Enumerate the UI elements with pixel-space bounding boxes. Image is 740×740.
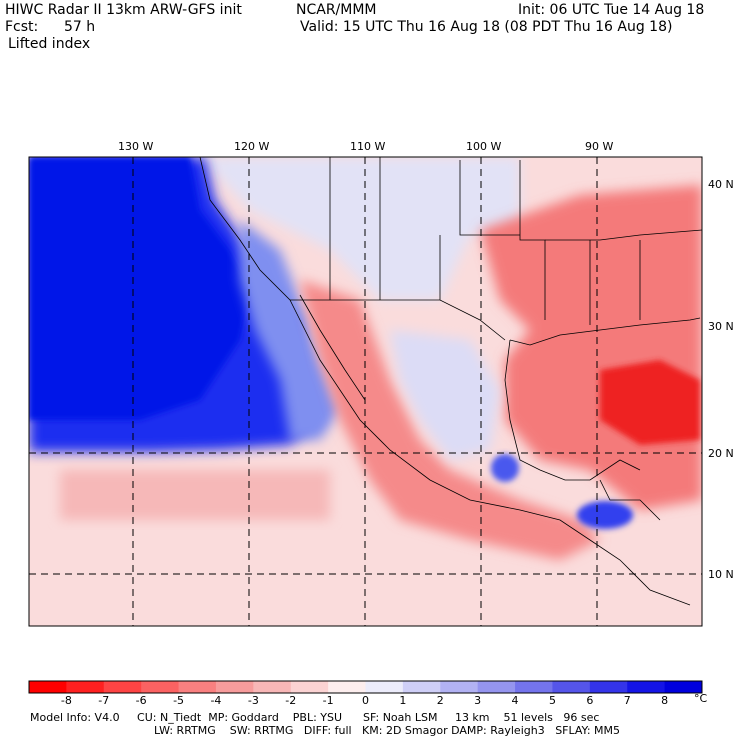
us-mexico-border bbox=[290, 299, 506, 341]
forecast-hour: 57 h bbox=[64, 19, 96, 35]
colorbar-tick-label: 6 bbox=[586, 694, 594, 707]
mexico-plateau-area bbox=[390, 330, 500, 460]
colorbar-swatch bbox=[589, 681, 628, 693]
colorbar-tick-label: -1 bbox=[322, 694, 334, 707]
colorbar bbox=[28, 680, 703, 694]
colorbar-swatch bbox=[29, 681, 67, 693]
axis-labels: 130 W 120 W 110 W 100 W 90 W 40 N 30 N 2… bbox=[118, 140, 734, 581]
state-line-f bbox=[545, 229, 703, 241]
colorbar-tick-label: 8 bbox=[661, 694, 669, 707]
pacific-core-stable-area bbox=[29, 157, 250, 420]
colorbar-swatch bbox=[141, 681, 180, 693]
baja-california-coast bbox=[299, 294, 366, 401]
lat-label-10n: 10 N bbox=[708, 568, 734, 581]
colorbar-swatch bbox=[290, 681, 329, 693]
colorbar-tick-label: 0 bbox=[362, 694, 369, 707]
state-line-e bbox=[519, 160, 546, 320]
colorbar-swatch bbox=[477, 681, 516, 693]
colorbar-swatch bbox=[215, 681, 254, 693]
mexico-pacific-unstable-area bbox=[300, 280, 600, 560]
colorbar-swatch bbox=[365, 681, 404, 693]
model-title: HIWC Radar II 13km ARW-GFS init bbox=[5, 2, 242, 18]
political-boundaries bbox=[199, 156, 703, 606]
colorbar-tick-label: 1 bbox=[399, 694, 407, 707]
stable-spot-veracruz bbox=[491, 454, 519, 482]
colorbar-tick-label: -4 bbox=[210, 694, 222, 707]
lon-label-130w: 130 W bbox=[118, 140, 153, 153]
lat-label-20n: 20 N bbox=[708, 447, 734, 460]
footer-model-info: Model Info: V4.0 CU: N_Tiedt MP: Goddard… bbox=[30, 711, 600, 724]
colorbar-swatch bbox=[515, 681, 553, 693]
colorbar-tick-label: -8 bbox=[60, 694, 72, 707]
colorbar-tick-label: -2 bbox=[285, 694, 297, 707]
colorbar-tick-label: 7 bbox=[623, 694, 631, 707]
gulf-west-coast bbox=[504, 339, 641, 481]
colorbar-swatch bbox=[103, 681, 142, 693]
lon-label-110w: 110 W bbox=[350, 140, 385, 153]
colorbar-swatch bbox=[66, 681, 105, 693]
init-time: Init: 06 UTC Tue 14 Aug 18 bbox=[518, 2, 705, 18]
stable-spot-guatemala bbox=[577, 501, 633, 529]
colorbar-frame bbox=[28, 680, 703, 694]
colorbar-swatch bbox=[440, 681, 479, 693]
colorbar-tick-label: -7 bbox=[98, 694, 110, 707]
field-name: Lifted index bbox=[8, 36, 91, 52]
pacific-coastline bbox=[199, 156, 691, 606]
state-line-d bbox=[459, 160, 520, 236]
lat-label-40n: 40 N bbox=[708, 178, 734, 191]
colorbar-swatch bbox=[328, 681, 366, 693]
colorbar-tick-label: 2 bbox=[436, 694, 444, 707]
lon-label-100w: 100 W bbox=[466, 140, 501, 153]
graticule bbox=[29, 157, 702, 626]
gulf-north-coast bbox=[509, 317, 701, 346]
colorbar-tick-label: 3 bbox=[474, 694, 482, 707]
colorbar-unit: °C bbox=[694, 692, 708, 705]
central-america-border bbox=[599, 479, 661, 521]
organization-label: NCAR/MMM bbox=[296, 2, 377, 18]
colorbar-tick-label: -6 bbox=[135, 694, 147, 707]
colorbar-swatch bbox=[552, 681, 591, 693]
valid-time: Valid: 15 UTC Thu 16 Aug 18 (08 PDT Thu … bbox=[300, 19, 673, 35]
colorbar-tick-label: 5 bbox=[548, 694, 556, 707]
gulf-core-unstable-area bbox=[600, 360, 700, 445]
lat-label-30n: 30 N bbox=[708, 320, 734, 333]
colorbar-tick-label: -3 bbox=[247, 694, 259, 707]
tropical-pacific-band bbox=[60, 470, 330, 520]
colorbar-swatch bbox=[178, 681, 217, 693]
colorbar-swatch bbox=[253, 681, 292, 693]
colorbar-swatch bbox=[664, 681, 703, 693]
lon-label-120w: 120 W bbox=[234, 140, 269, 153]
forecast-label: Fcst: bbox=[5, 19, 39, 35]
lon-label-90w: 90 W bbox=[585, 140, 613, 153]
colorbar-swatch bbox=[402, 681, 441, 693]
colorbar-tick-label: -5 bbox=[173, 694, 185, 707]
footer-physics-info: LW: RRTMG SW: RRTMG DIFF: full KM: 2D Sm… bbox=[154, 724, 620, 737]
colorbar-swatch bbox=[627, 681, 666, 693]
colorbar-tick-label: 4 bbox=[511, 694, 519, 707]
